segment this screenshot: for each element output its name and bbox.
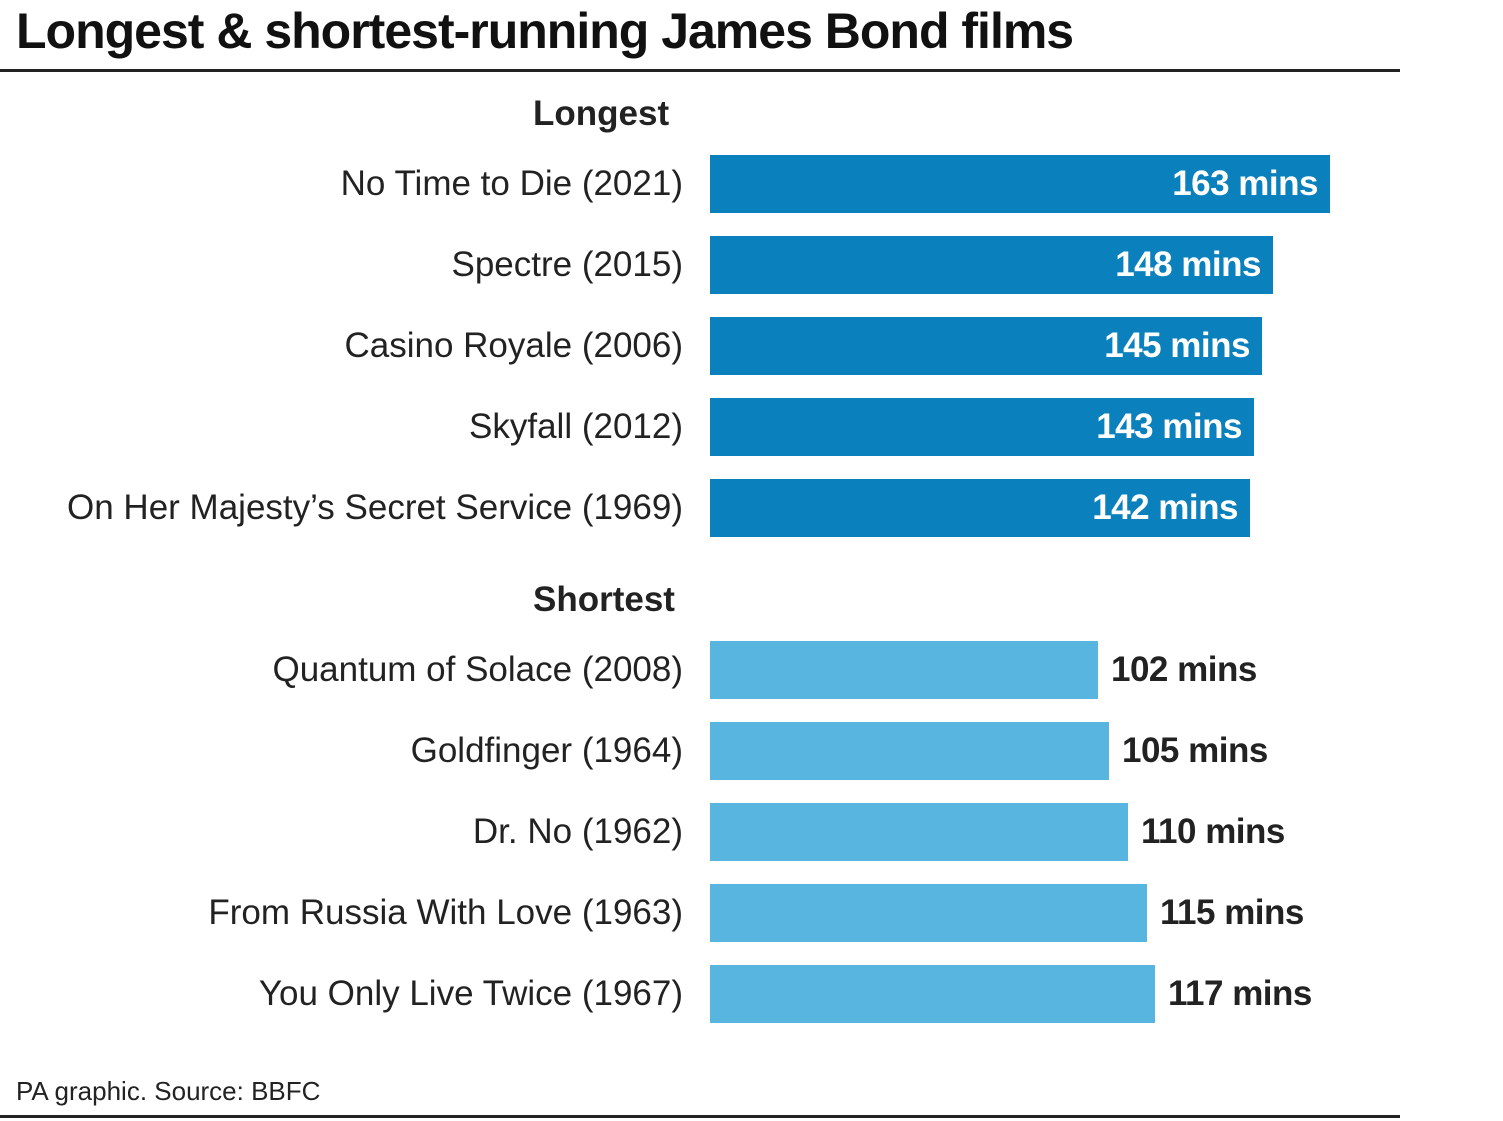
- section-heading-shortest: Shortest: [533, 580, 675, 619]
- source-note: PA graphic. Source: BBFC: [16, 1076, 321, 1106]
- section-heading-longest: Longest: [533, 94, 670, 133]
- category-label: Dr. No (1962): [472, 812, 683, 851]
- bar-shortest: [710, 722, 1109, 780]
- category-label: No Time to Die (2021): [340, 164, 683, 203]
- bar-longest: [710, 236, 1273, 294]
- category-label: From Russia With Love (1963): [208, 893, 683, 932]
- value-label: 145 mins: [1104, 326, 1250, 365]
- category-label: Spectre (2015): [451, 245, 683, 284]
- value-label: 163 mins: [1172, 164, 1318, 203]
- value-label: 143 mins: [1096, 407, 1242, 446]
- top-rule: [0, 69, 1400, 72]
- value-label: 110 mins: [1141, 812, 1285, 851]
- bar-longest: [710, 317, 1262, 375]
- bottom-rule: [0, 1115, 1400, 1118]
- bar-shortest: [710, 803, 1128, 861]
- category-label: Skyfall (2012): [469, 407, 683, 446]
- bar-longest: [710, 479, 1250, 537]
- bar-shortest: [710, 884, 1147, 942]
- value-label: 142 mins: [1092, 488, 1238, 527]
- value-label: 117 mins: [1168, 974, 1312, 1013]
- category-label: You Only Live Twice (1967): [258, 974, 683, 1013]
- value-label: 102 mins: [1111, 650, 1257, 689]
- bar-shortest: [710, 641, 1098, 699]
- bar-longest: [710, 155, 1330, 213]
- value-label: 105 mins: [1122, 731, 1268, 770]
- category-label: On Her Majesty’s Secret Service (1969): [67, 488, 683, 527]
- bar-longest: [710, 398, 1254, 456]
- bar-shortest: [710, 965, 1155, 1023]
- chart-title: Longest & shortest-running James Bond fi…: [16, 3, 1074, 59]
- value-label: 148 mins: [1115, 245, 1261, 284]
- category-label: Goldfinger (1964): [410, 731, 683, 770]
- category-label: Quantum of Solace (2008): [272, 650, 683, 689]
- value-label: 115 mins: [1160, 893, 1304, 932]
- category-label: Casino Royale (2006): [344, 326, 683, 365]
